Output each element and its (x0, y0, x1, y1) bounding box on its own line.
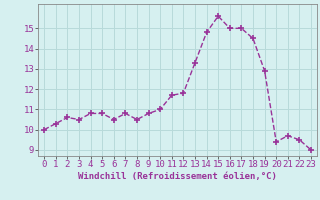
X-axis label: Windchill (Refroidissement éolien,°C): Windchill (Refroidissement éolien,°C) (78, 172, 277, 181)
